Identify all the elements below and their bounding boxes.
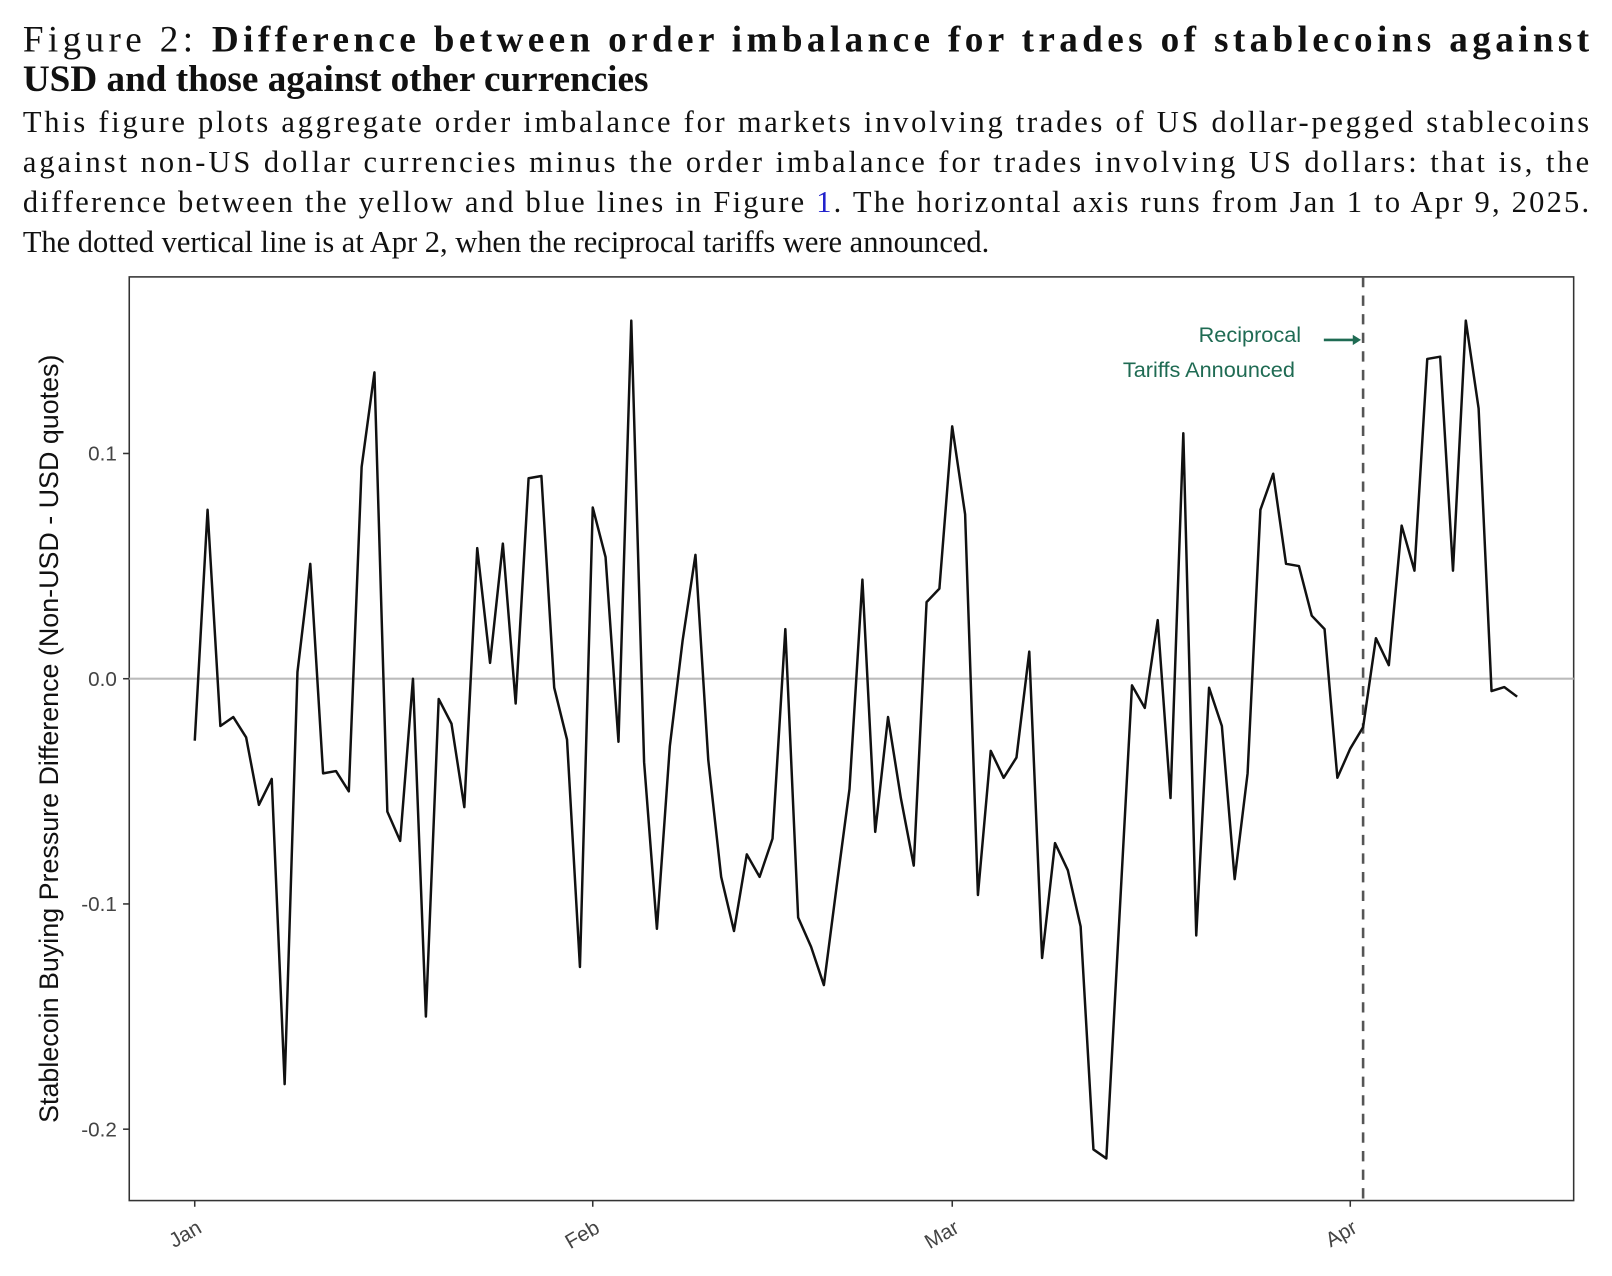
y-tick-label: -0.1 — [81, 893, 117, 916]
x-tick-label: Apr — [1322, 1216, 1361, 1252]
caption-line: This figure plots aggregate order imbala… — [23, 105, 1589, 139]
x-tick-label: Jan — [165, 1216, 205, 1253]
caption: This figure plots aggregate order imbala… — [23, 105, 1589, 259]
y-tick-label: 0.1 — [88, 443, 117, 466]
x-tick-label: Mar — [921, 1216, 963, 1254]
figure-title: Difference between order imbalance for t… — [212, 20, 1590, 61]
y-axis-label: Stablecoin Buying Pressure Difference (N… — [34, 355, 64, 1123]
annotation-arrowhead — [1352, 334, 1362, 346]
y-tick-label: -0.2 — [81, 1118, 117, 1141]
figure-title: USD and those against other currencies — [23, 59, 649, 100]
caption-line: against non-US dollar currencies minus t… — [23, 145, 1589, 179]
caption-text: . The horizontal axis runs from Jan 1 to… — [834, 185, 1589, 219]
caption-line: The dotted vertical line is at Apr 2, wh… — [23, 225, 989, 259]
y-tick-label: 0.0 — [88, 668, 117, 691]
x-tick-label: Feb — [561, 1216, 603, 1254]
annotation-text: Tariffs Announced — [1123, 357, 1295, 382]
figure-label: Figure 2: — [23, 20, 193, 61]
caption-line: difference between the yellow and blue l… — [23, 185, 1589, 219]
data-line — [193, 319, 1518, 1160]
figure-reference: 1 — [816, 185, 831, 219]
plot-frame — [128, 276, 1575, 1202]
figure-title-line: Figure 2: Difference between order imbala… — [23, 20, 1590, 61]
annotation-text: Reciprocal — [1199, 322, 1301, 347]
caption-text: difference between the yellow and blue l… — [23, 185, 814, 219]
